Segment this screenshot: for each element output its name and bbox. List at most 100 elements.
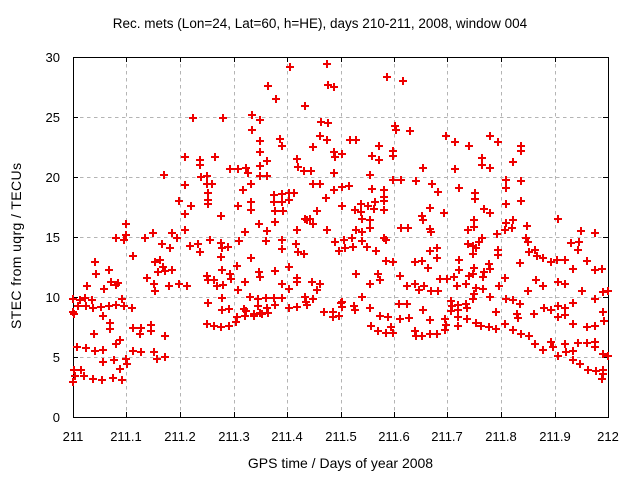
data-point-marker bbox=[599, 308, 607, 316]
data-point-marker bbox=[478, 234, 486, 242]
data-point-marker bbox=[98, 376, 106, 384]
data-point-marker bbox=[450, 273, 458, 281]
data-point-marker bbox=[426, 316, 434, 324]
data-point-marker bbox=[547, 306, 555, 314]
data-point-marker bbox=[404, 224, 412, 232]
data-point-marker bbox=[278, 245, 286, 253]
data-point-marker bbox=[433, 244, 441, 252]
data-point-marker bbox=[137, 348, 145, 356]
data-point-marker bbox=[357, 200, 365, 208]
data-point-marker bbox=[203, 320, 211, 328]
x-tick-label: 211.6 bbox=[378, 429, 410, 444]
data-point-marker bbox=[246, 293, 254, 301]
data-point-marker bbox=[309, 180, 317, 188]
data-point-marker bbox=[263, 227, 271, 235]
data-point-marker bbox=[352, 226, 360, 234]
data-point-marker bbox=[424, 264, 432, 272]
data-point-marker bbox=[569, 265, 577, 273]
data-point-marker bbox=[278, 236, 286, 244]
data-point-marker bbox=[492, 325, 500, 333]
data-point-marker bbox=[232, 318, 240, 326]
data-point-marker bbox=[331, 238, 339, 246]
y-tick-label: 20 bbox=[46, 170, 60, 185]
y-tick-label: 5 bbox=[53, 350, 60, 365]
data-point-marker bbox=[294, 163, 302, 171]
data-point-marker bbox=[426, 204, 434, 212]
data-point-marker bbox=[264, 82, 272, 90]
data-point-marker bbox=[150, 280, 158, 288]
data-point-marker bbox=[524, 238, 532, 246]
data-point-marker bbox=[175, 280, 183, 288]
data-point-marker bbox=[462, 280, 470, 288]
data-point-marker bbox=[70, 310, 78, 318]
data-point-marker bbox=[136, 330, 144, 338]
data-point-marker bbox=[241, 278, 249, 286]
data-point-marker bbox=[116, 336, 124, 344]
data-point-marker bbox=[492, 308, 500, 316]
data-point-marker bbox=[316, 180, 324, 188]
data-point-marker bbox=[419, 216, 427, 224]
data-point-marker bbox=[453, 282, 461, 290]
data-point-marker bbox=[380, 197, 388, 205]
x-tick-label: 211.9 bbox=[539, 429, 571, 444]
data-point-marker bbox=[74, 302, 82, 310]
data-point-marker bbox=[516, 300, 524, 308]
data-point-marker bbox=[91, 347, 99, 355]
data-point-marker bbox=[533, 252, 541, 260]
data-point-marker bbox=[109, 374, 117, 382]
data-point-marker bbox=[324, 81, 332, 89]
data-point-marker bbox=[470, 223, 478, 231]
data-point-marker bbox=[395, 300, 403, 308]
plot-border bbox=[73, 57, 609, 418]
data-point-marker bbox=[239, 186, 247, 194]
data-point-marker bbox=[547, 258, 555, 266]
data-point-marker bbox=[107, 278, 115, 286]
data-point-marker bbox=[472, 319, 480, 327]
data-point-marker bbox=[351, 206, 359, 214]
data-point-marker bbox=[514, 314, 522, 322]
data-point-marker bbox=[547, 338, 555, 346]
data-point-marker bbox=[309, 220, 317, 228]
data-point-marker bbox=[165, 282, 173, 290]
data-point-marker bbox=[562, 348, 570, 356]
data-point-marker bbox=[255, 220, 263, 228]
data-point-marker bbox=[389, 258, 397, 266]
data-point-marker bbox=[306, 215, 314, 223]
data-point-marker bbox=[569, 347, 577, 355]
data-point-marker bbox=[532, 276, 540, 284]
data-point-marker bbox=[141, 234, 149, 242]
data-point-marker bbox=[426, 330, 434, 338]
data-point-marker bbox=[472, 284, 480, 292]
data-point-marker bbox=[92, 270, 100, 278]
data-point-marker bbox=[225, 322, 233, 330]
data-point-marker bbox=[374, 327, 382, 335]
data-point-marker bbox=[309, 295, 317, 303]
data-point-marker bbox=[226, 165, 234, 173]
data-point-marker bbox=[330, 83, 338, 91]
data-point-marker bbox=[366, 216, 374, 224]
data-point-marker bbox=[470, 216, 478, 224]
data-point-marker bbox=[293, 155, 301, 163]
data-point-marker bbox=[204, 200, 212, 208]
data-point-marker bbox=[300, 167, 308, 175]
data-point-marker bbox=[599, 350, 607, 358]
data-point-marker bbox=[396, 272, 404, 280]
data-point-marker bbox=[485, 323, 493, 331]
data-point-marker bbox=[363, 243, 371, 251]
data-point-marker bbox=[99, 358, 107, 366]
x-tick-label: 211.7 bbox=[431, 429, 463, 444]
data-point-marker bbox=[420, 282, 428, 290]
data-point-marker bbox=[149, 229, 157, 237]
data-point-marker bbox=[105, 302, 113, 310]
data-point-marker bbox=[392, 126, 400, 134]
data-point-marker bbox=[129, 252, 137, 260]
data-point-marker bbox=[554, 278, 562, 286]
data-point-marker bbox=[122, 231, 130, 239]
data-point-marker bbox=[352, 136, 360, 144]
data-point-marker bbox=[455, 184, 463, 192]
data-point-marker bbox=[320, 308, 328, 316]
data-point-marker bbox=[591, 322, 599, 330]
data-point-marker bbox=[412, 177, 420, 185]
data-point-marker bbox=[478, 154, 486, 162]
data-point-marker bbox=[88, 296, 96, 304]
